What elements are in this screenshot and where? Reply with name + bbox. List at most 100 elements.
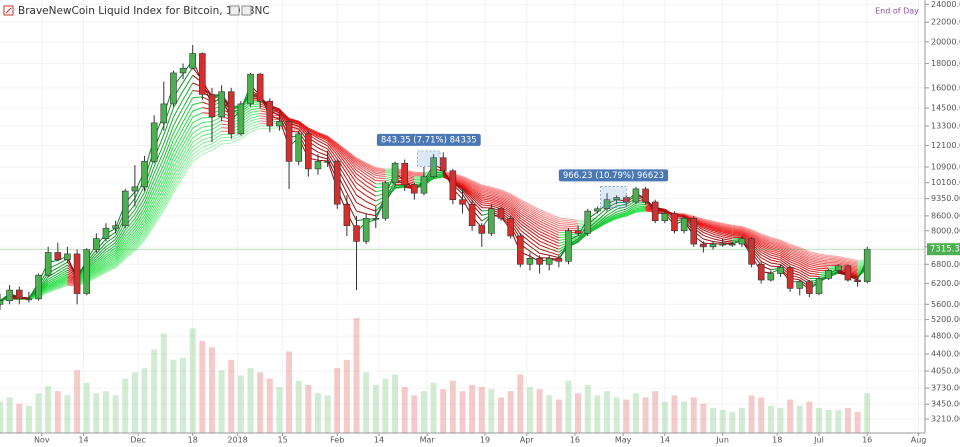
ema-ribbon	[153, 143, 165, 167]
ema-ribbon	[529, 224, 540, 232]
ema-ribbon	[760, 244, 772, 250]
ema-ribbon	[770, 245, 781, 250]
candle-body	[131, 186, 139, 192]
ema-ribbon	[760, 241, 772, 247]
ema-ribbon	[539, 212, 550, 218]
ema-ribbon	[500, 206, 511, 214]
ema-ribbon	[250, 115, 261, 119]
ema-ribbon	[635, 205, 646, 208]
ema-ribbon	[134, 221, 145, 236]
ema-ribbon	[471, 182, 483, 189]
ema-ribbon	[789, 246, 800, 251]
ema-ribbon	[202, 149, 213, 155]
ema-ribbon	[153, 157, 165, 180]
ema-ribbon	[395, 186, 405, 189]
ema-ribbon	[173, 90, 184, 109]
volume-bar	[777, 407, 784, 433]
volume-bar	[25, 405, 32, 433]
ema-ribbon	[134, 227, 145, 241]
ema-ribbon	[96, 267, 107, 275]
x-tick-label: Nov	[34, 436, 50, 445]
ema-ribbon	[115, 244, 126, 257]
candle-body	[488, 208, 495, 234]
volume-bar	[0, 401, 3, 433]
ema-ribbon	[510, 206, 521, 217]
ema-ribbon	[346, 164, 357, 179]
ema-ribbon	[365, 164, 377, 171]
ema-ribbon	[462, 177, 473, 183]
ema-ribbon	[346, 192, 357, 212]
volume-bar	[392, 374, 399, 433]
ema-ribbon	[635, 206, 646, 210]
ema-ribbon	[780, 248, 791, 255]
ema-ribbon	[250, 110, 261, 113]
ema-ribbon	[211, 116, 222, 123]
measure-label-bg	[558, 169, 669, 182]
ema-ribbon	[153, 207, 165, 224]
candle-body	[256, 73, 264, 102]
ema-ribbon	[549, 232, 560, 239]
ema-ribbon	[250, 112, 261, 116]
ema-ribbon	[520, 207, 531, 214]
ema-ribbon	[722, 240, 733, 243]
ema-ribbon	[462, 177, 473, 184]
ema-ribbon	[847, 260, 858, 264]
ema-ribbon	[462, 190, 473, 205]
candle-body	[411, 184, 418, 194]
ema-ribbon	[57, 275, 68, 282]
ema-ribbon	[192, 107, 203, 112]
candle-body	[459, 199, 466, 205]
ema-ribbon	[712, 227, 723, 232]
ema-ribbon	[95, 246, 107, 257]
ema-ribbon	[192, 150, 203, 159]
ema-ribbon	[818, 253, 829, 256]
ema-ribbon	[153, 195, 165, 214]
ema-ribbon	[144, 166, 155, 193]
ema-ribbon	[105, 249, 116, 258]
candle-body	[199, 53, 206, 95]
candle-body	[35, 274, 42, 300]
ema-ribbon	[799, 269, 810, 277]
ema-ribbon	[491, 191, 502, 196]
volume-bar	[575, 393, 582, 433]
ema-ribbon	[202, 136, 213, 141]
ema-ribbon	[491, 203, 502, 208]
candle-body	[189, 53, 196, 69]
volume-bar	[103, 391, 109, 433]
x-tick-label: 16	[570, 436, 580, 445]
ema-ribbon	[799, 255, 810, 262]
ema-ribbon	[809, 256, 820, 261]
ema-ribbon	[211, 134, 222, 141]
ema-ribbon	[500, 190, 511, 196]
volume-bar	[536, 389, 543, 433]
ema-ribbon	[529, 208, 540, 216]
volume-bar	[710, 407, 717, 433]
candle-body	[757, 263, 765, 281]
ema-ribbon	[568, 227, 579, 230]
ema-ribbon	[471, 187, 483, 195]
ema-ribbon	[182, 97, 194, 116]
ema-ribbon	[703, 234, 714, 240]
volume-bar	[758, 397, 765, 433]
candle-body	[112, 225, 119, 229]
ema-ribbon	[153, 198, 165, 217]
ema-ribbon	[838, 262, 849, 266]
ema-ribbon	[597, 219, 608, 228]
ema-ribbon	[182, 116, 194, 135]
ema-ribbon	[124, 250, 136, 260]
ema-ribbon	[838, 255, 849, 260]
ema-ribbon	[519, 233, 531, 243]
close-button[interactable]	[241, 5, 252, 16]
settings-button[interactable]	[229, 5, 240, 16]
ema-ribbon	[761, 239, 772, 246]
ema-ribbon	[57, 281, 68, 287]
y-tick-label: 9350.00	[931, 194, 960, 203]
ema-ribbon	[173, 166, 184, 184]
ema-ribbon	[741, 225, 752, 231]
ema-ribbon	[510, 208, 521, 219]
ema-ribbon	[144, 179, 155, 203]
ema-ribbon	[144, 212, 155, 231]
volume-bar	[719, 410, 726, 433]
volume-bar	[825, 410, 832, 433]
candle-body	[54, 252, 62, 261]
